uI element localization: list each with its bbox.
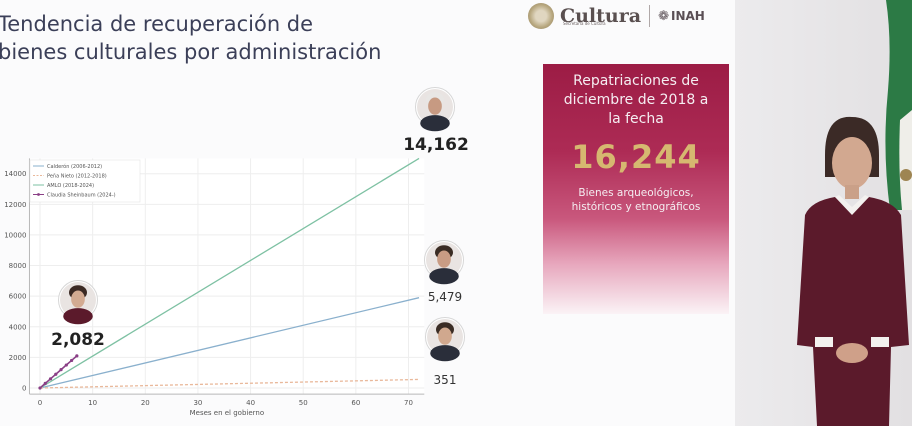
series-point (64, 363, 68, 367)
y-tick-label: 8000 (9, 262, 27, 270)
x-tick-label: 40 (246, 399, 255, 407)
panel-total-number: 16,244 (571, 138, 701, 176)
panel-title-line: la fecha (608, 111, 664, 127)
x-tick-label: 60 (351, 399, 360, 407)
series-line (39, 297, 420, 389)
inah-glyph-icon: ❁ (658, 8, 669, 24)
logo-subtitle: Secretaría de Cultura (563, 21, 606, 26)
y-tick-label: 10000 (4, 231, 26, 239)
panel-title-line: diciembre de 2018 a (563, 92, 709, 108)
legend-marker (37, 193, 40, 196)
y-tick-label: 2000 (9, 354, 27, 362)
series-point (75, 354, 79, 358)
panel-subtitle-line: históricos y etnográficos (571, 201, 701, 213)
series-point (54, 372, 58, 376)
y-tick-label: 6000 (9, 293, 27, 301)
logo-divider (649, 5, 651, 27)
panel-subtitle: Bienes arqueológicos, históricos y etnog… (543, 186, 729, 214)
inah-label: INAH (670, 9, 705, 23)
series-point (59, 368, 63, 372)
panel-title-line: Repatriaciones de (573, 73, 699, 89)
presentation-screen: Tendencia de recuperación de bienes cult… (0, 0, 735, 426)
portrait-body (430, 345, 460, 362)
panel-subtitle-line: Bienes arqueológicos, (578, 187, 694, 199)
national-seal-icon (528, 3, 554, 29)
y-tick-label: 12000 (4, 201, 26, 209)
legend-entry: Claudia Sheinbaum (2024-) (47, 192, 116, 198)
slide-title-line2: bienes culturales por administración (0, 40, 382, 64)
slide-title-line1: Tendencia de recuperación de (0, 12, 314, 36)
series-point (38, 386, 42, 390)
speaker-person (797, 116, 909, 426)
x-tick-label: 30 (193, 399, 202, 407)
x-tick-label: 10 (88, 399, 97, 407)
value-annotation: 351 (434, 373, 457, 387)
value-annotation: 2,082 (51, 330, 105, 350)
x-axis-title: Meses en el gobierno (190, 409, 265, 417)
series-line (39, 378, 420, 389)
value-annotation: 14,162 (403, 135, 469, 155)
portrait-face (438, 327, 452, 345)
x-tick-label: 50 (299, 399, 308, 407)
portrait-face (428, 97, 442, 115)
y-tick-label: 14000 (4, 170, 26, 178)
value-annotation: 5,479 (428, 290, 462, 304)
portrait-body (63, 308, 93, 325)
series-point (43, 381, 47, 386)
legend-entry: Peña Nieto (2012-2018) (47, 173, 107, 179)
panel-title: Repatriaciones de diciembre de 2018 a la… (543, 72, 729, 129)
legend-entry: Calderón (2006-2012) (47, 163, 102, 170)
mexico-flag (885, 0, 912, 210)
x-tick-label: 20 (141, 399, 150, 407)
series-line (39, 157, 420, 389)
portrait-body (420, 115, 450, 132)
x-tick-label: 70 (404, 399, 413, 407)
portrait-body (429, 268, 459, 285)
legend-entry: AMLO (2018-2024) (47, 183, 94, 189)
y-tick-label: 4000 (9, 323, 27, 331)
legend (29, 159, 141, 203)
portrait-face (71, 290, 85, 308)
cultura-logo: Cultura ❁ INAH (528, 0, 705, 32)
series-point (48, 377, 53, 381)
repatriation-panel: Repatriaciones de diciembre de 2018 a la… (543, 64, 729, 314)
recovery-line-chart: 0 10 20 30 40 50 60 70 0 2000 4000 6000 8000 10000 120… (4, 87, 469, 417)
x-tick-label: 0 (38, 399, 42, 407)
y-tick-label: 0 (22, 385, 26, 393)
portrait-face (437, 250, 451, 268)
series-point (69, 358, 74, 363)
logo-name: Cultura (560, 5, 642, 27)
